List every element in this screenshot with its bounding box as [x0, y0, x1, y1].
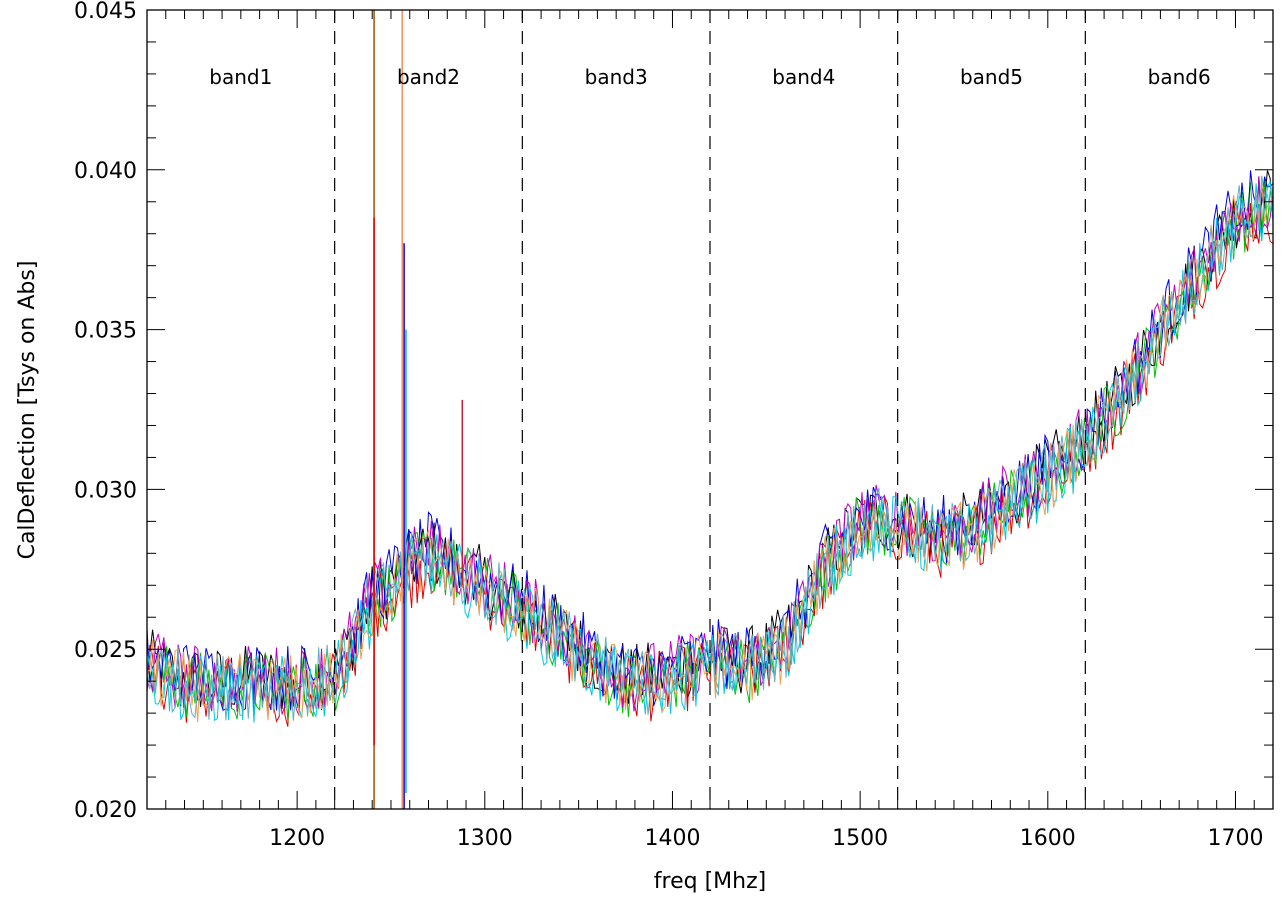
series-line-5: [146, 176, 1274, 716]
x-tick-label: 1200: [269, 826, 325, 851]
tick-layer: 1200 1300 1400 1500 1600 1700 0.020 0.025 0.030 0…: [74, 0, 1274, 851]
y-tick-label: 0.030: [74, 478, 137, 503]
x-tick-label: 1700: [1207, 826, 1263, 851]
x-tick-label: 1300: [457, 826, 513, 851]
x-tick-label: 1600: [1020, 826, 1076, 851]
y-axis-title: CalDeflection [Tsys on Abs]: [15, 261, 40, 560]
y-tick-label: 0.045: [74, 0, 137, 24]
band-layer: band1 band2 band3 band4 band5 band6: [209, 10, 1211, 809]
y-tick-label: 0.040: [74, 159, 137, 184]
y-tick-label: 0.035: [74, 319, 137, 344]
x-axis-title: freq [Mhz]: [654, 869, 766, 894]
band-label-5: band5: [960, 65, 1023, 89]
band-label-1: band1: [209, 65, 272, 89]
spike-layer: [373, 10, 464, 809]
y-tick-label: 0.020: [74, 798, 137, 823]
band-label-4: band4: [772, 65, 835, 89]
band-label-6: band6: [1148, 65, 1211, 89]
x-tick-label: 1400: [644, 826, 700, 851]
band-label-2: band2: [397, 65, 460, 89]
x-tick-label: 1500: [832, 826, 888, 851]
y-tick-label: 0.025: [74, 638, 137, 663]
band-label-3: band3: [585, 65, 648, 89]
